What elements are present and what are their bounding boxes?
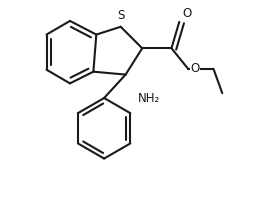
Text: O: O <box>182 7 191 20</box>
Text: O: O <box>190 62 199 75</box>
Text: NH₂: NH₂ <box>138 91 161 105</box>
Text: S: S <box>117 9 124 22</box>
